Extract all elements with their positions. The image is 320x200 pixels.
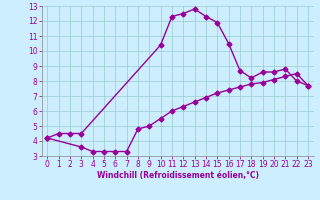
X-axis label: Windchill (Refroidissement éolien,°C): Windchill (Refroidissement éolien,°C): [97, 171, 259, 180]
